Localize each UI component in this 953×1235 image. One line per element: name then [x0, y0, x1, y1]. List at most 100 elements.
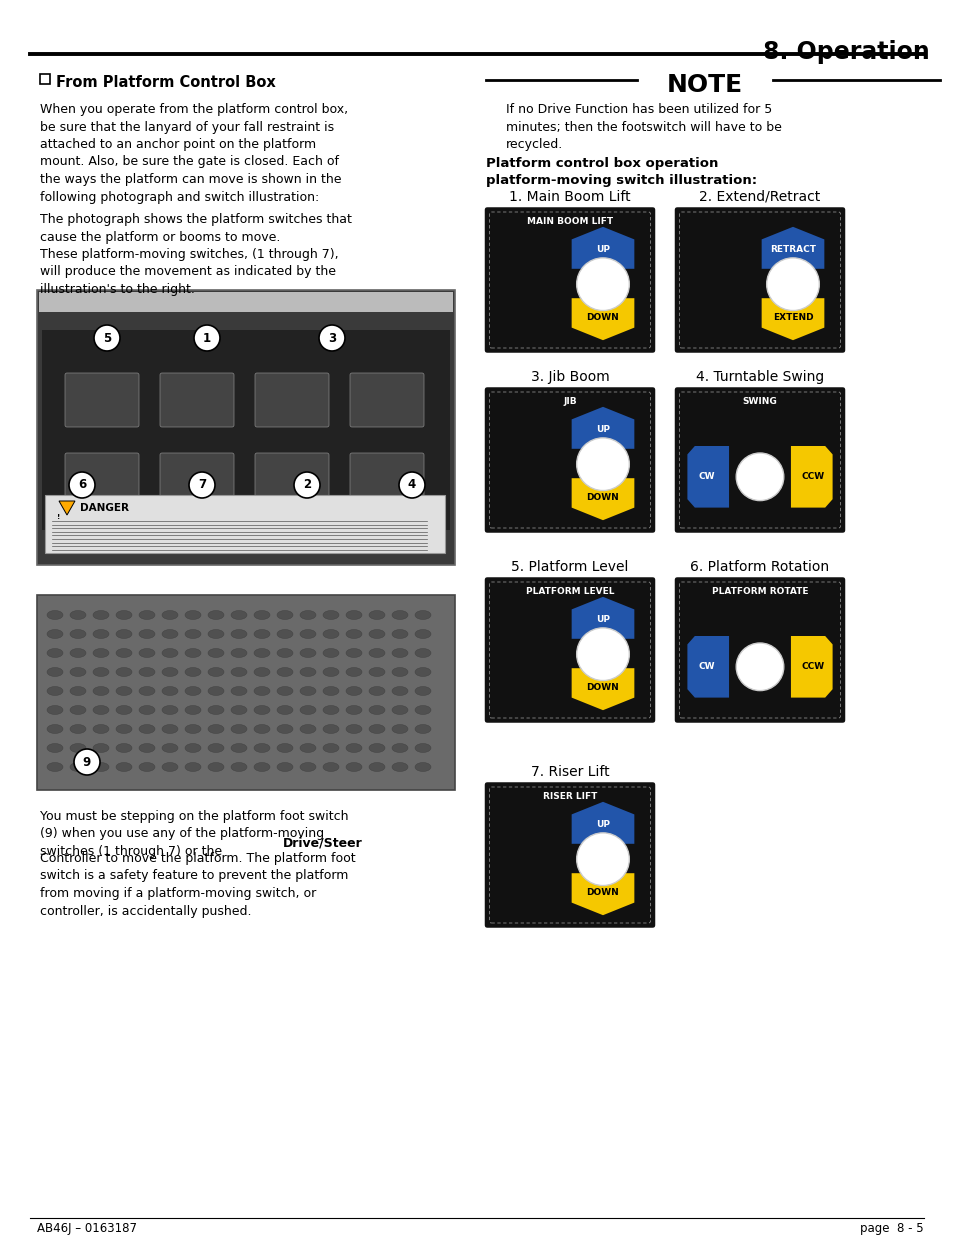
Ellipse shape	[116, 762, 132, 772]
FancyBboxPatch shape	[483, 387, 656, 534]
Ellipse shape	[346, 705, 361, 715]
Text: SWING: SWING	[741, 396, 777, 406]
Ellipse shape	[162, 610, 178, 620]
Bar	[40, 74, 50, 84]
Text: These platform-moving switches, (1 through 7),
will produce the movement as indi: These platform-moving switches, (1 throu…	[40, 248, 338, 296]
Ellipse shape	[92, 687, 109, 695]
Text: When you operate from the platform control box,
be sure that the lanyard of your: When you operate from the platform contr…	[40, 103, 348, 204]
Ellipse shape	[276, 705, 293, 715]
Ellipse shape	[415, 630, 431, 638]
FancyBboxPatch shape	[65, 373, 139, 427]
Ellipse shape	[47, 610, 63, 620]
Ellipse shape	[70, 610, 86, 620]
Ellipse shape	[139, 610, 154, 620]
Ellipse shape	[253, 648, 270, 657]
Ellipse shape	[116, 648, 132, 657]
Text: 4: 4	[408, 478, 416, 492]
Text: DOWN: DOWN	[586, 493, 618, 501]
Ellipse shape	[415, 762, 431, 772]
Polygon shape	[790, 636, 832, 698]
Circle shape	[576, 627, 629, 680]
Ellipse shape	[92, 667, 109, 677]
Ellipse shape	[346, 667, 361, 677]
Ellipse shape	[346, 610, 361, 620]
Ellipse shape	[323, 687, 338, 695]
Ellipse shape	[208, 687, 224, 695]
Ellipse shape	[231, 610, 247, 620]
Ellipse shape	[346, 687, 361, 695]
Text: CW: CW	[699, 472, 715, 482]
Ellipse shape	[415, 743, 431, 752]
Ellipse shape	[47, 687, 63, 695]
Text: 6. Platform Rotation: 6. Platform Rotation	[690, 559, 829, 574]
Text: PLATFORM ROTATE: PLATFORM ROTATE	[711, 587, 807, 597]
Text: 7: 7	[197, 478, 206, 492]
Ellipse shape	[139, 725, 154, 734]
Ellipse shape	[276, 667, 293, 677]
Ellipse shape	[162, 762, 178, 772]
Bar	[37, 290, 455, 564]
Text: UP: UP	[596, 246, 609, 254]
Ellipse shape	[276, 743, 293, 752]
Ellipse shape	[323, 743, 338, 752]
Text: !: !	[57, 514, 61, 520]
Circle shape	[766, 258, 819, 310]
Ellipse shape	[92, 630, 109, 638]
Text: 3: 3	[328, 331, 335, 345]
Ellipse shape	[276, 630, 293, 638]
Ellipse shape	[369, 762, 385, 772]
Ellipse shape	[299, 705, 315, 715]
Ellipse shape	[415, 610, 431, 620]
Circle shape	[576, 832, 629, 885]
FancyBboxPatch shape	[160, 453, 233, 508]
Ellipse shape	[392, 610, 408, 620]
Polygon shape	[571, 478, 634, 520]
Ellipse shape	[323, 705, 338, 715]
Ellipse shape	[392, 705, 408, 715]
Bar	[39, 291, 453, 312]
FancyBboxPatch shape	[673, 576, 845, 724]
Text: 9: 9	[83, 756, 91, 768]
Ellipse shape	[92, 743, 109, 752]
Text: EXTEND: EXTEND	[772, 312, 813, 321]
Polygon shape	[571, 668, 634, 710]
Ellipse shape	[415, 667, 431, 677]
Ellipse shape	[185, 725, 201, 734]
Text: The photograph shows the platform switches that
cause the platform or booms to m: The photograph shows the platform switch…	[40, 212, 352, 243]
Text: From Platform Control Box: From Platform Control Box	[56, 75, 275, 90]
Text: UP: UP	[596, 820, 609, 830]
Text: PLATFORM LEVEL: PLATFORM LEVEL	[525, 587, 614, 597]
Ellipse shape	[47, 705, 63, 715]
Ellipse shape	[415, 648, 431, 657]
Ellipse shape	[253, 610, 270, 620]
Circle shape	[398, 472, 424, 498]
Text: 1: 1	[203, 331, 211, 345]
Ellipse shape	[231, 667, 247, 677]
Bar	[42, 330, 450, 530]
Ellipse shape	[116, 705, 132, 715]
Ellipse shape	[253, 630, 270, 638]
Circle shape	[74, 748, 100, 776]
Ellipse shape	[299, 743, 315, 752]
Text: AB46J – 0163187: AB46J – 0163187	[37, 1221, 137, 1235]
Ellipse shape	[92, 762, 109, 772]
Text: CW: CW	[699, 662, 715, 672]
Text: DOWN: DOWN	[586, 312, 618, 321]
Polygon shape	[59, 501, 75, 515]
FancyBboxPatch shape	[160, 373, 233, 427]
Ellipse shape	[231, 687, 247, 695]
Text: 2. Extend/Retract: 2. Extend/Retract	[699, 190, 820, 204]
FancyBboxPatch shape	[483, 576, 656, 724]
Ellipse shape	[70, 762, 86, 772]
Polygon shape	[571, 406, 634, 448]
Ellipse shape	[208, 705, 224, 715]
Ellipse shape	[47, 630, 63, 638]
FancyBboxPatch shape	[350, 453, 423, 508]
Ellipse shape	[162, 725, 178, 734]
Ellipse shape	[253, 667, 270, 677]
Text: 6: 6	[78, 478, 86, 492]
Ellipse shape	[323, 667, 338, 677]
Ellipse shape	[116, 725, 132, 734]
Ellipse shape	[323, 762, 338, 772]
Polygon shape	[687, 636, 728, 698]
